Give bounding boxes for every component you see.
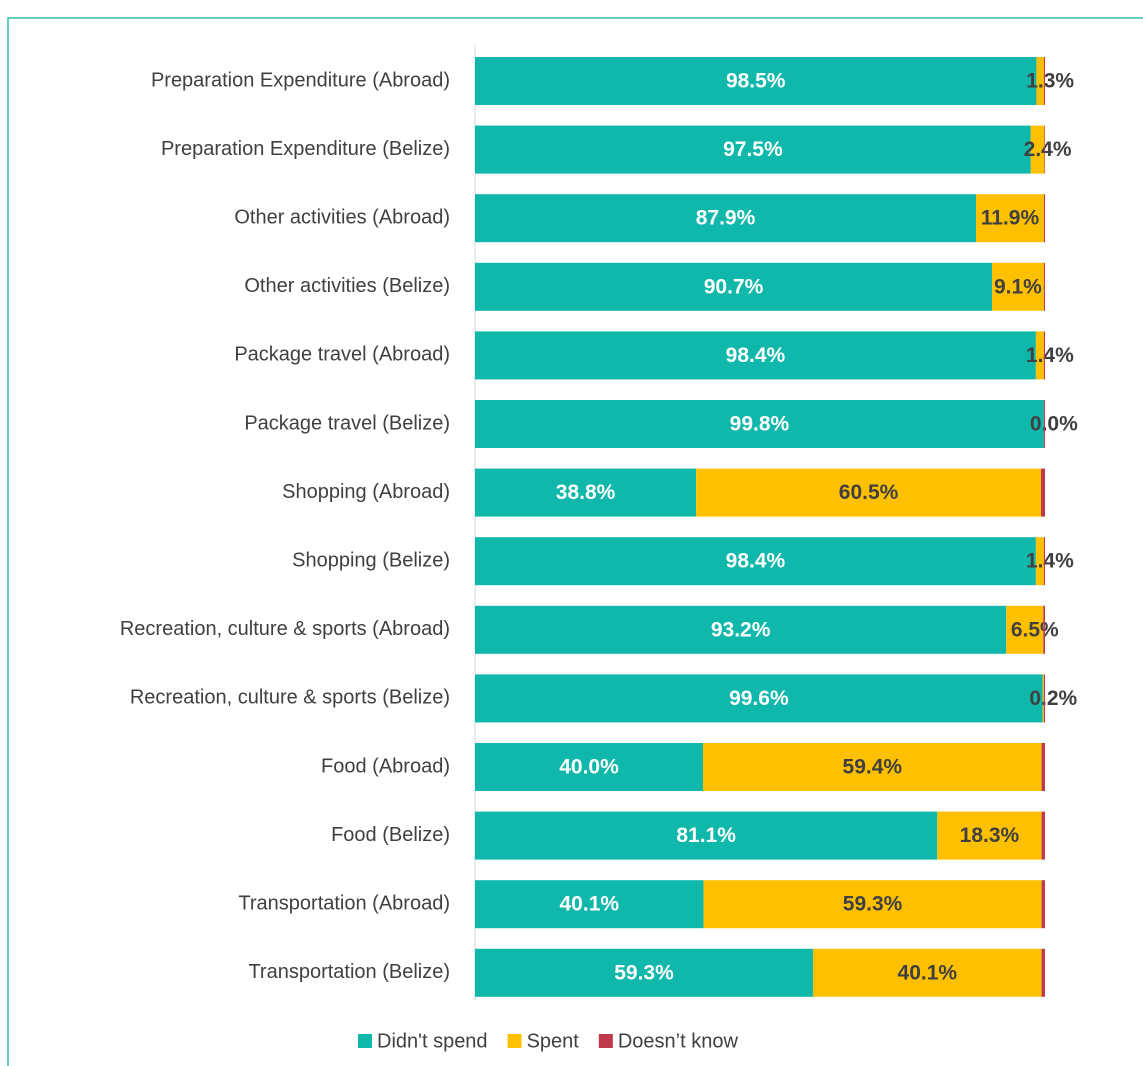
value-label: 1.4% (1026, 344, 1074, 367)
bar-segment (937, 811, 1042, 860)
category-label: Shopping (Belize) (292, 549, 450, 571)
value-label: 59.3% (614, 961, 674, 984)
bar-segment (475, 537, 1036, 586)
value-label: 98.4% (726, 344, 786, 367)
value-label: 98.5% (726, 70, 786, 93)
category-label: Other activities (Abroad) (234, 206, 450, 228)
bar-segment (1042, 674, 1044, 723)
bar-segment (1041, 743, 1045, 791)
category-label: Package travel (Belize) (244, 412, 450, 434)
category-label: Recreation, culture & sports (Belize) (130, 687, 450, 709)
value-label: 87.9% (696, 207, 756, 230)
bar-segment (475, 262, 992, 311)
value-label: 18.3% (960, 824, 1020, 847)
bar-segment (1035, 331, 1044, 380)
bar-segment (475, 400, 1044, 448)
value-label: 93.2% (711, 618, 771, 641)
bar-segment (1043, 331, 1045, 380)
bar-segment (976, 194, 1044, 243)
bar-segment (1030, 125, 1045, 174)
category-label: Food (Belize) (331, 824, 450, 846)
value-label: 40.0% (559, 756, 619, 779)
bar-segment (1036, 57, 1044, 105)
bar-segment (1041, 948, 1045, 997)
category-label: Preparation Expenditure (Abroad) (151, 69, 450, 91)
bar-segment (1043, 57, 1045, 105)
bar-segment (475, 674, 1043, 723)
value-label: 40.1% (898, 961, 958, 984)
category-label: Preparation Expenditure (Belize) (161, 138, 450, 160)
bar-segment (475, 125, 1031, 174)
value-label: 0.0% (1030, 413, 1078, 436)
bar-segment (991, 262, 1044, 311)
legend-label: Didn't spend (377, 1030, 488, 1052)
bar-segment (1043, 605, 1045, 654)
value-label: 0.2% (1029, 687, 1077, 710)
value-label: 6.5% (1011, 618, 1059, 641)
value-label: 38.8% (556, 481, 616, 504)
value-label: 59.4% (843, 756, 903, 779)
value-label: 1.3% (1026, 70, 1074, 93)
bar-segment (696, 468, 1042, 517)
bar-segment (475, 331, 1036, 380)
value-label: 99.8% (730, 413, 790, 436)
bar-segment (475, 605, 1007, 654)
category-label: Food (Abroad) (321, 755, 450, 777)
legend-label: Spent (527, 1030, 580, 1052)
value-label: 40.1% (560, 893, 620, 916)
bar-segment (475, 948, 814, 997)
bar-segment (1043, 400, 1045, 448)
value-label: 9.1% (994, 275, 1042, 298)
value-label: 59.3% (843, 893, 903, 916)
bar-segment (813, 948, 1042, 997)
bar-segment (1043, 194, 1045, 243)
bar-segment (1041, 811, 1045, 860)
bar-segment (703, 743, 1042, 791)
bar-segment (1043, 262, 1045, 311)
bar-segment (1041, 880, 1045, 929)
bar-segment (475, 468, 697, 517)
bar-segment (475, 880, 704, 929)
category-label: Transportation (Abroad) (238, 892, 450, 914)
bar-segment (475, 57, 1037, 105)
value-label: 2.4% (1024, 138, 1072, 161)
category-label: Recreation, culture & sports (Abroad) (120, 618, 450, 640)
value-label: 1.4% (1026, 550, 1074, 573)
chart-frame (7, 17, 1143, 1066)
category-label: Shopping (Abroad) (282, 481, 450, 503)
legend-swatch (507, 1034, 522, 1048)
bar-segment (1041, 468, 1045, 517)
bar-segment (475, 811, 938, 860)
bar-segment (1044, 125, 1045, 174)
category-label: Package travel (Abroad) (234, 344, 450, 366)
value-label: 11.9% (981, 207, 1040, 230)
bar-segment (1043, 674, 1045, 723)
bar-segment (1035, 537, 1044, 586)
value-label: 97.5% (723, 138, 783, 161)
legend-label: Doesn’t know (618, 1030, 739, 1052)
legend-swatch (358, 1034, 372, 1048)
legend-swatch (598, 1034, 613, 1048)
value-label: 60.5% (839, 481, 899, 504)
value-label: 81.1% (676, 824, 736, 847)
bar-segment (475, 194, 977, 243)
category-label: Transportation (Belize) (248, 961, 450, 983)
value-label: 99.6% (729, 687, 789, 710)
bar-segment (475, 743, 703, 791)
category-label: Other activities (Belize) (244, 275, 450, 297)
bar-segment (703, 880, 1042, 929)
value-label: 98.4% (726, 550, 786, 573)
value-label: 90.7% (704, 275, 764, 298)
bar-segment (1006, 605, 1044, 654)
bar-segment (1043, 537, 1045, 586)
